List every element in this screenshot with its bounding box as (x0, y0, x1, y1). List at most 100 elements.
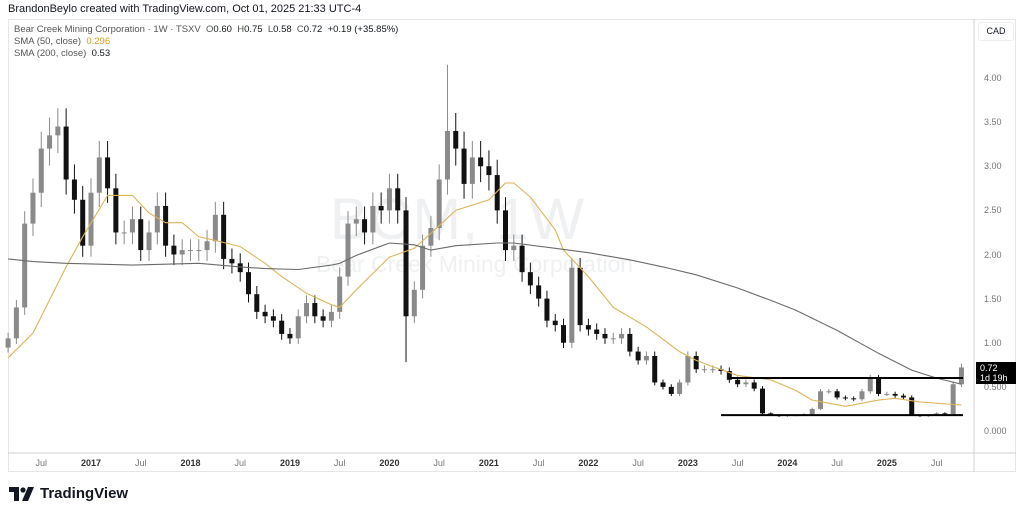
time-tick-label: Jul (632, 458, 644, 468)
candle-body (735, 379, 741, 385)
candle-body (129, 219, 135, 233)
legend-sma50-row[interactable]: SMA (50, close) 0.296 (14, 36, 398, 48)
candle-body (577, 267, 583, 326)
tradingview-logo-icon (9, 486, 34, 501)
time-tick-label: 2017 (80, 458, 102, 468)
candle-body (867, 378, 873, 392)
legend-open-label: O (206, 24, 214, 35)
candle-body (179, 250, 185, 255)
time-tick-label: 2018 (180, 458, 201, 468)
price-tick-label: 0.500 (984, 381, 1007, 392)
currency-button[interactable]: CAD (978, 22, 1014, 41)
time-tick-label: Jul (532, 458, 545, 468)
time-tick-label: 2024 (777, 458, 798, 468)
candle-body (154, 205, 160, 233)
candle-body (544, 298, 550, 321)
candle-body (221, 214, 227, 259)
candle-body (212, 214, 218, 242)
brand-name: TradingView (40, 485, 129, 502)
candle-body (876, 378, 882, 394)
time-tick-label: 2020 (379, 458, 400, 468)
chart-frame (8, 19, 1016, 472)
candle-body (146, 232, 152, 251)
candle-body (105, 157, 111, 189)
legend-change: +0.19 (+35.85%) (327, 24, 399, 35)
candle-body (444, 130, 450, 180)
candle-body (428, 228, 434, 246)
candle-body (353, 219, 359, 224)
bar-countdown: 1d 19h (980, 373, 1008, 383)
candle-body (345, 223, 351, 277)
candle-body (900, 395, 906, 398)
candle-body (677, 382, 683, 394)
legend-high-label: H (237, 24, 245, 35)
candle-body (121, 232, 127, 234)
legend-sma50-label: SMA (50, close) (14, 36, 82, 47)
candle-body (826, 391, 832, 393)
candle-body (262, 311, 268, 317)
candle-body (743, 382, 749, 385)
candle-body (30, 192, 36, 224)
candle-body (196, 250, 202, 252)
time-tick-label: Jul (234, 458, 246, 468)
candle-body (88, 192, 94, 246)
time-tick-label: Jul (831, 458, 843, 468)
time-tick-label: Jul (134, 458, 147, 468)
candle-body (138, 219, 144, 251)
candle-body (701, 369, 707, 371)
candle-body (693, 355, 699, 370)
candle-body (312, 303, 318, 317)
tradingview-logo[interactable]: TradingView (9, 485, 128, 502)
legend-open: 0.60 (213, 24, 232, 35)
candle-body (411, 289, 417, 317)
sma200-line (8, 242, 962, 385)
candle-body (287, 333, 293, 339)
candle-body (726, 370, 732, 380)
price-tick-label: 3.00 (984, 161, 1002, 172)
candle-body (295, 316, 301, 339)
chart-credit: BrandonBeylo created with TradingView.co… (8, 3, 362, 15)
candle-body (818, 391, 824, 409)
candle-body (585, 325, 591, 330)
candle-body (5, 338, 11, 348)
legend-sma200-row[interactable]: SMA (200, close) 0.53 (14, 48, 398, 60)
price-tick-label: 1.50 (984, 293, 1002, 304)
candle-body (536, 285, 542, 299)
candle-body (71, 179, 77, 200)
candle-body (420, 245, 426, 290)
candle-body (627, 333, 633, 352)
candle-body (710, 369, 716, 371)
candle-body (511, 245, 517, 251)
candle-body (47, 135, 53, 149)
candle-body (204, 241, 210, 251)
candle-body (378, 205, 384, 211)
candle-body (436, 179, 442, 229)
candle-body (13, 307, 19, 339)
legend-sma200-label: SMA (200, close) (14, 48, 87, 59)
candle-body (163, 205, 169, 246)
candle-body (246, 272, 252, 295)
price-tick-label: 1.00 (984, 337, 1002, 348)
last-price: 0.72 (980, 363, 998, 373)
candle-body (96, 157, 102, 193)
candle-body (685, 355, 691, 383)
indicator-lines (7, 182, 962, 407)
price-tick-label: 2.00 (984, 249, 1002, 260)
candle-body (652, 355, 658, 383)
candle-body (403, 210, 409, 317)
candle-body (859, 391, 865, 400)
candle-body (958, 367, 964, 385)
candle-body (503, 210, 508, 251)
candle-body (561, 325, 567, 343)
candle-body (884, 393, 890, 395)
candle-body (279, 320, 285, 334)
candle-body (270, 316, 276, 321)
candle-body (237, 263, 243, 273)
candle-body (337, 276, 343, 312)
candle-body (494, 175, 500, 211)
candle-body (660, 382, 666, 387)
chart-legend: Bear Creek Mining Corporation · 1W · TSX… (14, 24, 398, 60)
candle-body (113, 188, 119, 233)
candle-body (619, 333, 625, 339)
